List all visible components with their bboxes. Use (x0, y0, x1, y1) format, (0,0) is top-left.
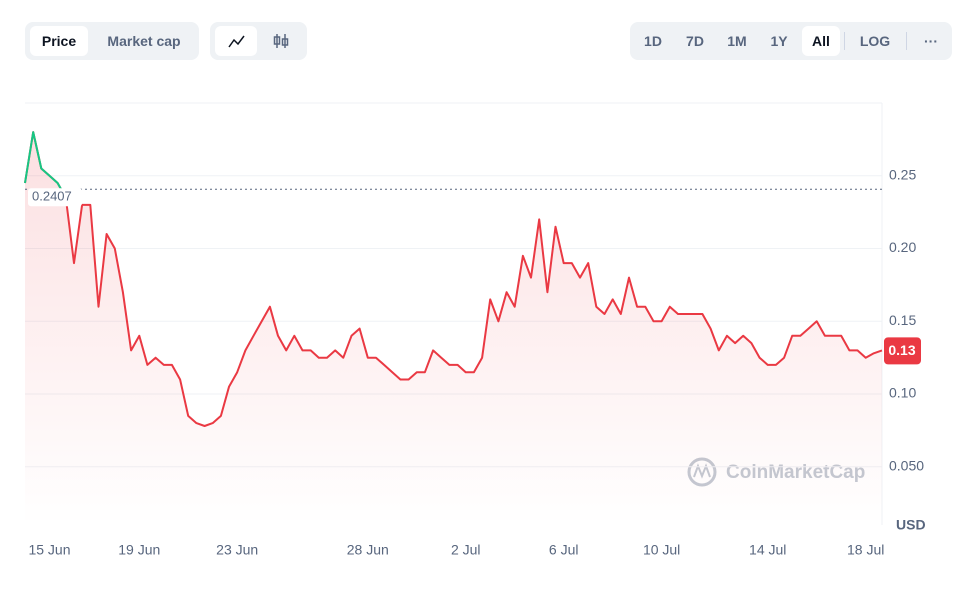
price-line-above (24, 131, 63, 190)
baseline-label: 0.2407 (32, 189, 72, 204)
y-tick-label: 0.15 (889, 312, 916, 328)
price-button[interactable]: Price (30, 26, 88, 56)
current-price-tag (884, 337, 921, 365)
watermark-text: CoinMarketCap (726, 462, 865, 483)
x-tick-label: 14 Jul (749, 542, 786, 558)
x-tick-label: 19 Jun (118, 542, 160, 558)
line-style-button[interactable] (215, 26, 257, 56)
separator (906, 32, 907, 50)
x-tick-label: 6 Jul (549, 542, 579, 558)
y-tick-label: 0.25 (889, 166, 916, 182)
range-button[interactable]: All (802, 26, 840, 56)
price-area (25, 132, 882, 525)
x-tick-label: 18 Jul (847, 542, 884, 558)
current-price-label: 0.13 (888, 342, 915, 358)
candle-style-button[interactable] (260, 26, 302, 56)
x-tick-label: 28 Jun (347, 542, 389, 558)
more-button[interactable]: ··· (924, 33, 938, 49)
chart-style-toggle (210, 22, 307, 60)
metric-toggle: Price Market cap (25, 22, 199, 60)
range-button[interactable]: 1D (644, 33, 662, 49)
range-button[interactable]: 1M (727, 33, 747, 49)
range-button[interactable]: 1Y (770, 33, 788, 49)
y-unit-label: USD (896, 517, 926, 533)
y-tick-label: 0.050 (889, 457, 924, 473)
price-line (24, 131, 883, 427)
range-toggle: 1D 7D 1M 1Y All LOG ··· (630, 22, 952, 60)
x-tick-label: 10 Jul (643, 542, 680, 558)
range-button[interactable]: 7D (686, 33, 704, 49)
baseline-label-box (28, 188, 82, 207)
x-tick-label: 23 Jun (216, 542, 258, 558)
x-tick-label: 2 Jul (451, 542, 481, 558)
watermark: CoinMarketCap (687, 457, 865, 487)
separator (844, 32, 845, 50)
x-tick-label: 15 Jun (28, 542, 70, 558)
log-button[interactable]: LOG (859, 33, 891, 49)
y-tick-label: 0.10 (889, 385, 916, 401)
y-tick-label: 0.20 (889, 239, 916, 255)
market-cap-button[interactable]: Market cap (107, 33, 181, 49)
